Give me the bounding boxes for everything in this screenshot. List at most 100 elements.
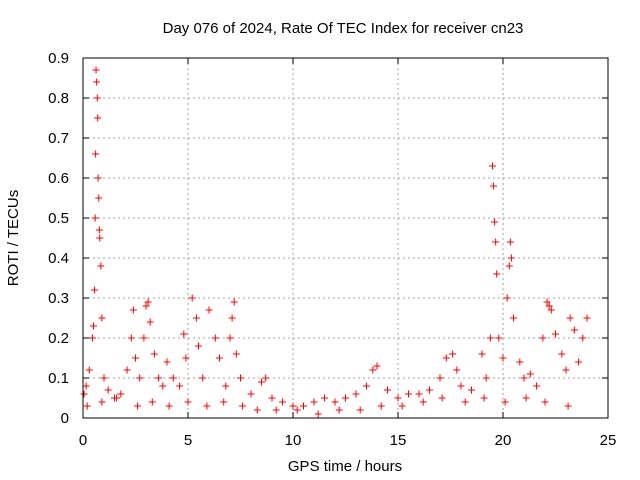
data-point: [148, 398, 156, 406]
x-axis-ticks: 0 5 10 15 20 25: [79, 58, 616, 449]
y-tick-label: 0.3: [48, 290, 69, 307]
data-point: [159, 382, 167, 390]
data-point: [92, 150, 100, 158]
y-tick-label: 0: [61, 410, 69, 427]
data-point: [363, 382, 370, 390]
data-point: [342, 394, 349, 402]
x-tick-label: 15: [390, 432, 407, 449]
data-point: [566, 314, 574, 322]
data-point: [461, 398, 469, 406]
data-point: [468, 386, 475, 394]
data-point: [100, 374, 108, 382]
data-point: [543, 298, 551, 306]
data-point: [310, 398, 318, 406]
data-point: [293, 406, 301, 414]
data-point: [436, 374, 444, 382]
data-point: [495, 334, 503, 342]
data-point: [268, 394, 276, 402]
y-axis-ticks: 0 0.1 0.2 0.3 0.4 0.5 0.6 0.7 0.8 0.9: [48, 50, 608, 427]
plot-frame: [82, 57, 609, 419]
data-point: [503, 294, 511, 302]
data-point: [492, 238, 500, 246]
data-point: [195, 342, 202, 350]
data-point: [533, 382, 541, 390]
data-point: [516, 358, 524, 366]
data-point: [96, 234, 104, 242]
data-point: [506, 238, 514, 246]
data-point: [83, 402, 91, 410]
data-point: [91, 214, 99, 222]
data-point: [331, 398, 339, 406]
data-point: [117, 390, 125, 398]
data-point: [85, 366, 93, 374]
data-point: [93, 78, 101, 86]
data-point: [123, 366, 131, 374]
data-point: [369, 366, 377, 374]
data-point: [176, 382, 184, 390]
data-point: [150, 350, 158, 358]
data-point: [570, 326, 578, 334]
data-point: [398, 402, 406, 410]
data-point: [352, 390, 360, 398]
data-point: [155, 374, 163, 382]
data-point: [478, 350, 486, 358]
data-point: [165, 402, 173, 410]
data-point: [356, 406, 364, 414]
data-point: [552, 330, 559, 338]
data-point: [247, 390, 255, 398]
data-point: [220, 398, 228, 406]
data-point: [564, 402, 572, 410]
data-point: [501, 398, 509, 406]
data-point: [520, 374, 528, 382]
x-tick-label: 0: [79, 432, 87, 449]
data-point: [480, 394, 488, 402]
y-tick-label: 0.1: [48, 370, 69, 387]
data-point: [482, 374, 490, 382]
data-point: [230, 298, 238, 306]
data-point: [272, 406, 280, 414]
data-point: [490, 182, 498, 190]
data-point: [97, 262, 105, 270]
data-point: [505, 262, 513, 270]
data-point: [526, 370, 534, 378]
data-point: [239, 402, 247, 410]
data-point: [335, 406, 343, 414]
data-point: [545, 302, 553, 310]
data-point: [169, 374, 177, 382]
data-point: [419, 398, 427, 406]
y-tick-label: 0.8: [48, 90, 69, 107]
data-point: [453, 366, 461, 374]
data-point: [321, 394, 328, 402]
data-point: [415, 390, 423, 398]
data-point: [289, 402, 297, 410]
data-point: [377, 402, 385, 410]
y-tick-label: 0.4: [48, 250, 69, 267]
x-axis-label: GPS time / hours: [288, 458, 402, 475]
data-point: [146, 318, 154, 326]
data-point: [558, 350, 566, 358]
data-point: [486, 334, 494, 342]
data-point: [129, 306, 137, 314]
data-point: [132, 354, 139, 362]
data-point: [384, 386, 391, 394]
chart-title: Day 076 of 2024, Rate Of TEC Index for r…: [163, 20, 524, 37]
data-point: [279, 398, 286, 406]
x-tick-label: 20: [495, 432, 512, 449]
grid-lines: [83, 58, 608, 418]
data-point: [211, 334, 219, 342]
data-point: [188, 294, 196, 302]
data-point: [80, 390, 88, 398]
data-point: [575, 358, 583, 366]
data-point: [134, 402, 142, 410]
data-point: [98, 398, 106, 406]
data-point: [394, 394, 402, 402]
data-point: [180, 330, 188, 338]
data-point: [442, 354, 450, 362]
data-point: [144, 298, 152, 306]
data-point: [493, 270, 501, 278]
data-point: [449, 350, 457, 358]
data-point: [539, 334, 547, 342]
data-point: [216, 354, 223, 362]
data-points: [80, 66, 591, 418]
data-point: [314, 410, 322, 418]
